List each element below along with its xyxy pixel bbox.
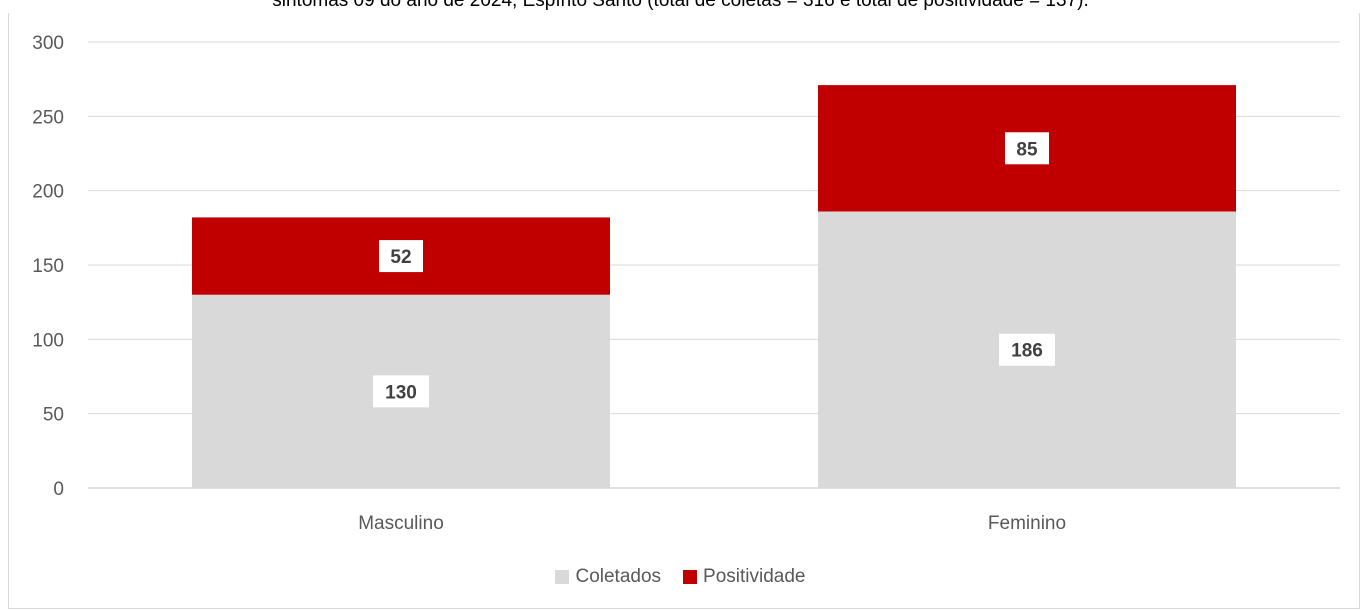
y-tick-label: 150 bbox=[32, 256, 64, 277]
data-label-box bbox=[1005, 132, 1049, 165]
legend-label: Positividade bbox=[703, 566, 806, 587]
y-tick-label: 250 bbox=[32, 107, 64, 128]
y-tick-label: 100 bbox=[32, 330, 64, 351]
y-tick-label: 0 bbox=[53, 479, 64, 500]
y-tick-label: 50 bbox=[43, 405, 64, 426]
data-label-box bbox=[379, 240, 423, 273]
legend-item: Positividade bbox=[683, 566, 806, 588]
y-tick-label: 200 bbox=[32, 182, 64, 203]
legend-item: Coletados bbox=[555, 566, 661, 588]
data-label-box bbox=[373, 375, 429, 408]
y-tick-label: 300 bbox=[32, 33, 64, 54]
legend-swatch bbox=[555, 570, 570, 584]
x-category-label: Feminino bbox=[988, 513, 1066, 534]
legend-swatch bbox=[683, 570, 698, 584]
x-category-label: Masculino bbox=[358, 513, 444, 534]
chart-frame bbox=[8, 13, 1360, 609]
chart-title: sintomas 09 do ano de 2024, Espírito San… bbox=[272, 0, 1089, 11]
data-label: 85 bbox=[1016, 139, 1038, 160]
chart-legend: Coletados Positividade bbox=[0, 566, 1361, 588]
data-label: 52 bbox=[390, 247, 411, 268]
data-label-box bbox=[999, 333, 1055, 366]
legend-label: Coletados bbox=[575, 566, 662, 587]
data-label: 186 bbox=[1011, 341, 1043, 362]
data-label: 130 bbox=[385, 382, 417, 403]
